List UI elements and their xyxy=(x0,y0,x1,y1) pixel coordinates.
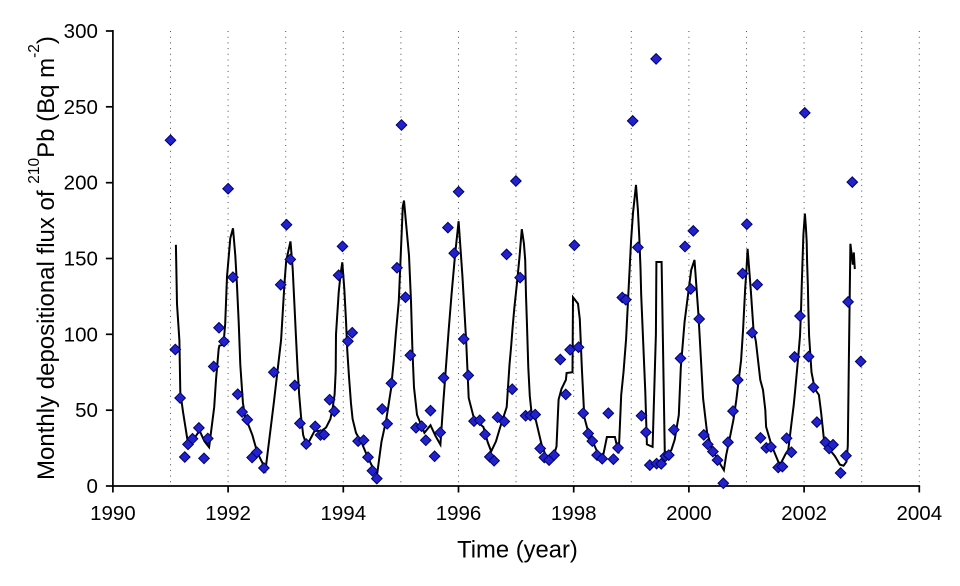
svg-text:0: 0 xyxy=(86,475,97,498)
svg-text:1996: 1996 xyxy=(436,502,482,525)
svg-text:150: 150 xyxy=(64,248,98,271)
svg-text:1992: 1992 xyxy=(205,502,251,525)
svg-text:2004: 2004 xyxy=(896,502,942,525)
svg-text:1994: 1994 xyxy=(320,502,366,525)
svg-text:1998: 1998 xyxy=(551,502,597,525)
svg-text:200: 200 xyxy=(64,172,98,195)
svg-text:50: 50 xyxy=(75,399,98,422)
svg-text:2000: 2000 xyxy=(666,502,712,525)
svg-text:250: 250 xyxy=(64,96,98,119)
svg-text:Time (year): Time (year) xyxy=(457,537,578,564)
svg-text:300: 300 xyxy=(64,20,98,43)
svg-text:2002: 2002 xyxy=(781,502,827,525)
svg-text:1990: 1990 xyxy=(90,502,136,525)
svg-text:100: 100 xyxy=(64,323,98,346)
